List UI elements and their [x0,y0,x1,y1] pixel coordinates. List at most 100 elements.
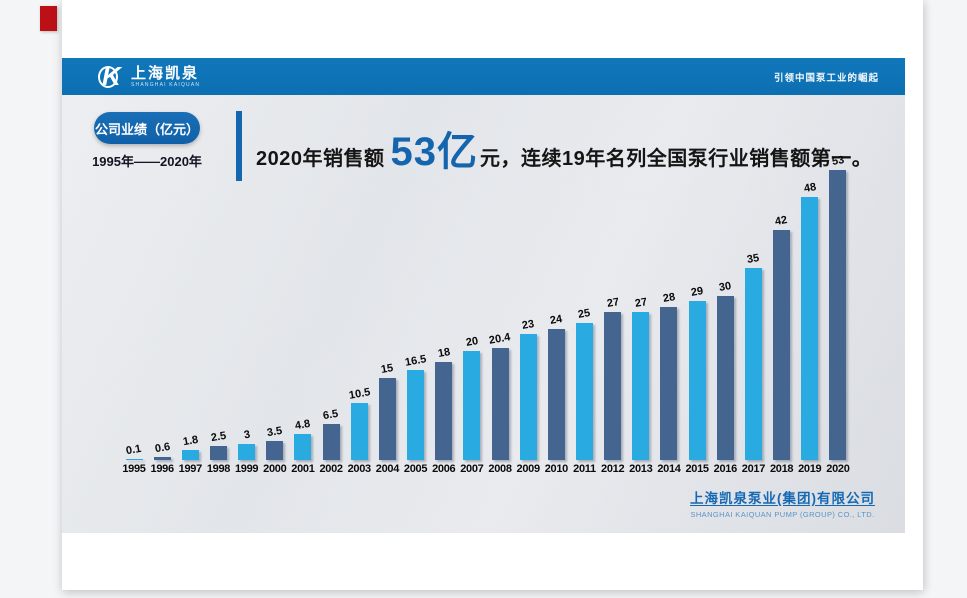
year-label: 2014 [657,463,681,475]
bar-column: 1.8 1997 [176,433,204,475]
slide-body: 公司业绩（亿元） 1995年——2020年 2020年销售额 53亿 元，连续1… [62,95,905,533]
footer-company: 上海凯泉泵业(集团)有限公司 SHANGHAI KAIQUAN PUMP (GR… [690,491,875,519]
bar-column: 30 2016 [711,280,739,475]
bar-column: 27 2013 [627,296,655,475]
bar-column: 29 2015 [683,285,711,475]
bar [829,170,847,460]
bar-column: 24 2010 [542,313,570,475]
year-label: 2012 [601,463,625,475]
bar [181,450,199,460]
bar [378,378,396,460]
slide-page: K 上海凯泉 SHANGHAI KAIQUAN 引领中国泵工业的崛起 公司业绩（… [62,0,923,590]
year-label: 2001 [291,463,315,475]
bar [463,351,481,460]
bar [266,441,284,460]
year-label: 1998 [206,463,231,475]
date-range-label: 1995年——2020年 [92,154,202,169]
bar-column: 3 1999 [233,429,261,475]
bar-column: 35 2017 [739,252,767,475]
bar-value-label: 1.8 [181,433,199,449]
year-label: 2006 [432,463,456,475]
headline: 2020年销售额 53亿 元，连续19年名列全国泵行业销售额第一。 [256,119,872,177]
bar-column: 28 2014 [655,291,683,475]
bar [238,444,256,460]
bar [491,348,509,460]
year-label: 2019 [798,463,822,475]
bar [801,197,819,460]
year-label: 1997 [178,463,203,475]
kaiquan-logo: K 上海凯泉 SHANGHAI KAIQUAN [98,62,201,90]
bar-value-label: 15 [380,362,395,376]
year-label: 2004 [375,463,400,475]
bar-column: 10.5 2003 [345,386,373,475]
year-label: 1996 [150,463,175,475]
bar-value-label: 2.5 [209,429,228,445]
bar-value-label: 0.6 [153,440,171,456]
year-label: 2008 [488,463,512,475]
year-label: 2018 [769,463,794,475]
year-label: 2002 [319,463,343,475]
bar-column: 0.1 1995 [120,442,148,475]
slide-header: K 上海凯泉 SHANGHAI KAIQUAN 引领中国泵工业的崛起 [62,58,905,95]
bar [660,307,678,460]
year-label: 2017 [741,463,766,475]
bar [294,434,312,460]
bar [322,424,340,460]
bar-value-label: 30 [718,280,733,294]
company-name-en: SHANGHAI KAIQUAN PUMP (GROUP) CO., LTD. [690,509,875,519]
headline-highlight: 53亿 [390,130,478,174]
bar-column: 25 2011 [571,307,599,475]
bar [350,403,368,460]
year-label: 2005 [403,463,428,475]
bar-column: 2.5 1998 [204,429,232,475]
bar [209,446,227,460]
bar-column: 0.6 1996 [148,440,176,475]
bar-column: 6.5 2002 [317,407,345,475]
bar-value-label: 25 [577,307,592,321]
year-label: 2010 [544,463,569,475]
bar-column: 53 2020 [824,154,852,475]
year-label: 2011 [573,463,596,475]
headline-divider [236,111,242,181]
bar-column: 18 2006 [430,346,458,475]
kaiquan-logo-icon: K [98,62,124,90]
logo-text-en: SHANGHAI KAIQUAN [131,81,201,88]
bar [435,362,453,460]
bar-value-label: 53 [830,154,845,168]
year-label: 2016 [713,463,738,475]
bar-value-label: 20 [464,335,479,349]
year-label: 2007 [460,463,484,475]
bar [688,301,706,460]
bar-value-label: 29 [690,285,705,299]
bar-value-label: 35 [746,252,761,266]
bar-column: 27 2012 [599,296,627,475]
bar-column: 16.5 2005 [402,353,430,475]
year-label: 2009 [516,463,541,475]
bar-value-label: 27 [605,296,620,310]
bar-value-label: 16.5 [403,353,428,369]
bar-column: 42 2018 [768,214,796,475]
bar [153,457,171,460]
bar [407,370,425,460]
sales-bar-chart: 0.1 1995 0.6 1996 1.8 1997 2.5 1998 3 1999 3.5 2000… [120,154,852,475]
bar-value-label: 0.1 [125,442,143,458]
bar-value-label: 42 [774,214,789,228]
company-name-cn: 上海凯泉泵业(集团)有限公司 [690,491,875,506]
bar-column: 15 2004 [373,362,401,475]
headline-prefix: 2020年销售额 [256,148,385,170]
bar-value-label: 18 [436,346,451,360]
bar [604,312,622,460]
bar-column: 3.5 2000 [261,424,289,475]
metric-badge: 公司业绩（亿元） [94,112,200,144]
bar-value-label: 6.5 [322,407,340,423]
year-label: 2020 [826,463,850,475]
year-label: 1999 [234,463,259,475]
metric-badge-label: 公司业绩（亿元） [94,121,199,137]
bar-value-label: 10.5 [347,386,371,402]
year-label: 2015 [685,463,709,475]
bar [125,459,143,460]
bar [576,323,593,460]
bar-value-label: 3.5 [266,424,284,440]
bar [547,329,565,460]
